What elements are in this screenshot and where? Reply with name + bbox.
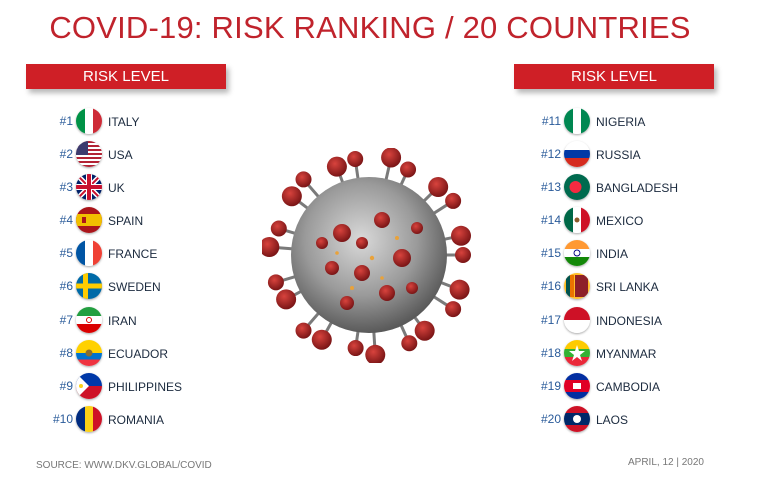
- country-name: RUSSIA: [596, 148, 641, 163]
- rank-number: #6: [59, 279, 73, 294]
- sweden-flag-icon: [76, 273, 102, 300]
- risk-level-header-right: RISK LEVEL: [514, 64, 714, 89]
- source-caption: SOURCE: WWW.DKV.GLOBAL/COVID: [36, 460, 212, 471]
- country-name: ECUADOR: [108, 346, 169, 361]
- country-name: MEXICO: [596, 214, 644, 229]
- ecuador-flag-icon: [76, 339, 102, 366]
- country-name: SWEDEN: [108, 280, 161, 295]
- rank-number: #15: [540, 246, 561, 261]
- rank-number: #11: [541, 114, 561, 128]
- country-name: CAMBODIA: [596, 379, 661, 394]
- rank-number: #18: [540, 345, 561, 360]
- spain-flag-icon: [76, 207, 102, 234]
- rank-number: #12: [540, 147, 561, 162]
- rank-number: #10: [52, 411, 73, 426]
- usa-flag-icon: [76, 141, 102, 168]
- rank-number: #7: [59, 312, 73, 327]
- date-caption: APRIL, 12 | 2020: [628, 457, 704, 468]
- country-name: SRI LANKA: [596, 280, 659, 295]
- cambodia-flag-icon: [564, 372, 590, 399]
- rank-number: #2: [59, 147, 73, 162]
- rank-number: #20: [540, 411, 561, 426]
- nigeria-flag-icon: [564, 108, 590, 134]
- country-name: ROMANIA: [108, 412, 165, 427]
- indonesia-flag-icon: [564, 306, 590, 333]
- iran-flag-icon: [76, 306, 102, 333]
- india-flag-icon: [564, 240, 590, 267]
- country-name: NIGERIA: [596, 115, 646, 129]
- rank-number: #5: [59, 246, 73, 261]
- rank-number: #9: [59, 378, 73, 393]
- country-name: LAOS: [596, 412, 629, 427]
- country-name: USA: [108, 148, 133, 163]
- rank-number: #19: [540, 378, 561, 393]
- rank-number: #16: [540, 279, 561, 294]
- rank-number: #1: [59, 114, 73, 128]
- mexico-flag-icon: [564, 207, 590, 234]
- country-name: PHILIPPINES: [108, 379, 183, 394]
- country-name: MYANMAR: [596, 346, 657, 361]
- romania-flag-icon: [76, 405, 102, 432]
- laos-flag-icon: [564, 405, 590, 432]
- country-name: UK: [108, 181, 125, 196]
- country-name: ITALY: [108, 115, 140, 129]
- rank-number: #4: [59, 213, 73, 228]
- bangladesh-flag-icon: [564, 174, 590, 201]
- rank-number: #14: [540, 213, 561, 228]
- risk-level-header-left: RISK LEVEL: [26, 64, 226, 89]
- rank-number: #3: [59, 180, 73, 195]
- coronavirus-illustration: [259, 147, 477, 365]
- sri-lanka-flag-icon: [564, 273, 590, 300]
- myanmar-flag-icon: [564, 339, 590, 366]
- uk-flag-icon: [76, 174, 102, 201]
- country-name: SPAIN: [108, 214, 144, 229]
- country-name: INDIA: [596, 247, 629, 262]
- rank-number: #17: [540, 312, 561, 327]
- france-flag-icon: [76, 240, 102, 267]
- rank-number: #8: [59, 345, 73, 360]
- country-name: BANGLADESH: [596, 181, 679, 196]
- country-name: IRAN: [108, 313, 137, 328]
- country-name: FRANCE: [108, 247, 158, 262]
- philippines-flag-icon: [76, 372, 102, 399]
- page-title: COVID-19: RISK RANKING / 20 COUNTRIES: [49, 10, 691, 45]
- italy-flag-icon: [76, 108, 102, 134]
- rank-number: #13: [540, 180, 561, 195]
- russia-flag-icon: [564, 141, 590, 168]
- country-name: INDONESIA: [596, 313, 663, 328]
